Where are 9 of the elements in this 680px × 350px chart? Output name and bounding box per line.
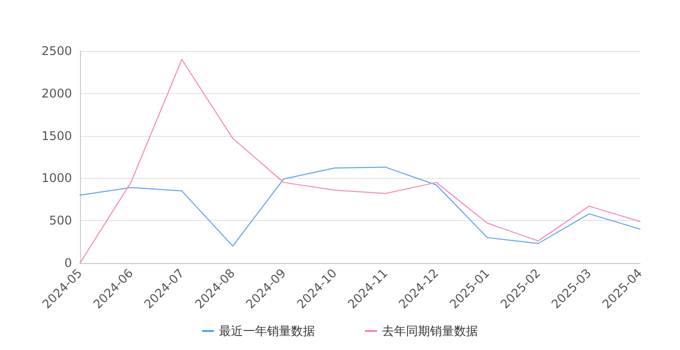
y-tick-label: 0 [64, 256, 72, 270]
line-series [80, 166, 640, 247]
y-tick-label: 1000 [41, 171, 72, 186]
y-tick-label: 500 [49, 214, 72, 228]
y-tick-label: 1500 [41, 128, 72, 143]
y-tick-label: 2500 [41, 44, 72, 58]
y-tick-label: 2000 [41, 86, 72, 100]
legend-label: 去年同期销量数据 [382, 324, 478, 338]
legend-label: 最近一年销量数据 [219, 324, 315, 338]
